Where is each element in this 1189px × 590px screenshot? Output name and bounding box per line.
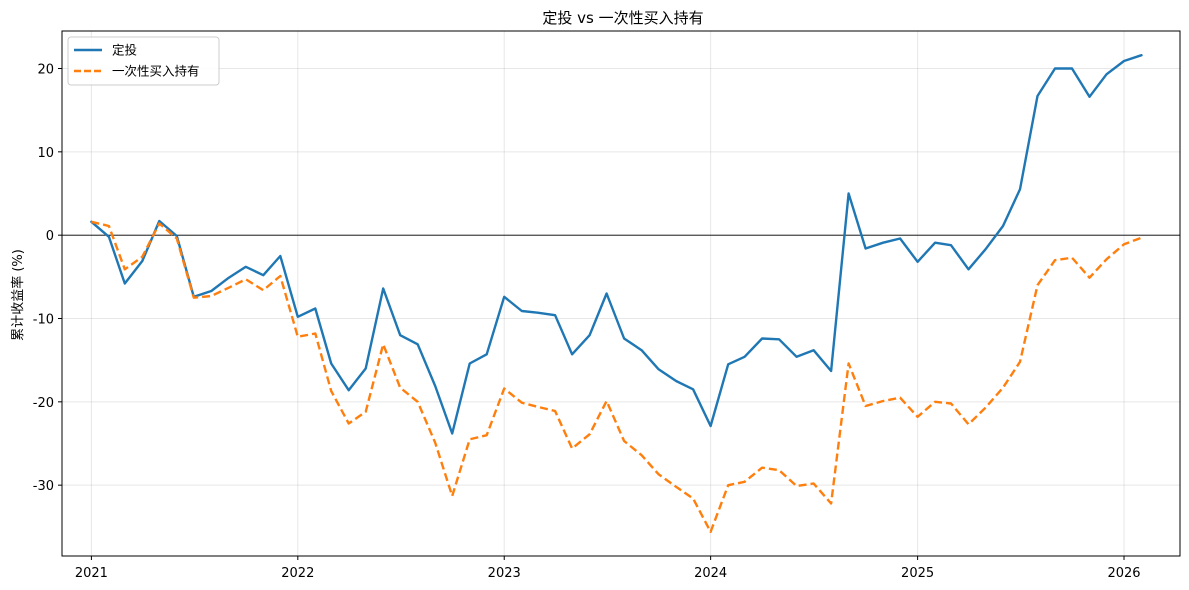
x-tick-label: 2021 — [75, 566, 108, 581]
y-tick-label: 20 — [37, 63, 54, 78]
series-line — [90, 54, 1143, 435]
x-axis-ticks: 2021 2022 2023 2024 2025 2026 — [75, 556, 1141, 581]
plot-frame — [61, 30, 1181, 557]
y-tick-label: -30 — [33, 479, 54, 494]
legend-label: 一次性买入持有 — [112, 64, 200, 79]
series-0 — [90, 54, 1143, 435]
series-1 — [91, 220, 1142, 533]
series-line — [91, 220, 1142, 533]
x-tick-label: 2026 — [1107, 566, 1140, 581]
y-tick-label: -20 — [33, 396, 54, 411]
legend-frame — [67, 36, 220, 86]
series-lines — [90, 54, 1143, 533]
x-tick-label: 2022 — [281, 566, 314, 581]
y-tick-label: 10 — [37, 146, 54, 161]
x-tick-label: 2023 — [488, 566, 521, 581]
x-tick-label: 2025 — [901, 566, 934, 581]
y-tick-label: -10 — [33, 313, 54, 328]
legend-label: 定投 — [112, 43, 137, 58]
y-axis-label: 累计收益率 (%) — [10, 249, 26, 341]
y-tick-label: 0 — [46, 229, 54, 244]
y-axis-ticks: -30 -20 -10 0 10 20 — [33, 63, 62, 494]
chart-title: 定投 vs 一次性买入持有 — [542, 9, 703, 27]
x-tick-label: 2024 — [694, 566, 727, 581]
